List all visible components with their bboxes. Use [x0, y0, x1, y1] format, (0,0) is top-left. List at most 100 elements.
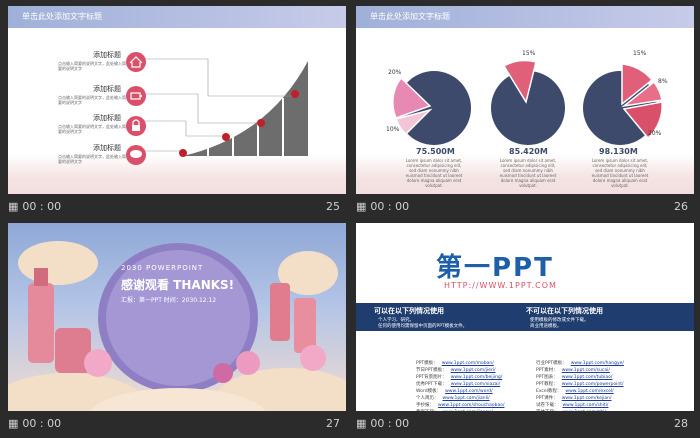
timer: ▦ 00 : 00: [356, 199, 410, 213]
cloud-shape: [90, 388, 266, 411]
link-label: PPT课件：: [536, 396, 558, 401]
pie-label: 15%: [633, 50, 647, 57]
pie-label: 15%: [522, 50, 536, 57]
link-row[interactable]: 行业PPT模板： www.1ppt.com/hangye/: [536, 349, 624, 368]
pie-charts: [392, 59, 663, 145]
slide-footer-decor: [8, 154, 346, 194]
slide-number: 26: [674, 199, 688, 213]
link-label: Word模板：: [416, 389, 442, 394]
link-row[interactable]: Excel教程： www.1ppt.com/excel/: [536, 377, 614, 396]
flower-shape: [213, 363, 233, 383]
link-label: 手抄报：: [416, 403, 434, 408]
link-row[interactable]: PPT教程： www.1ppt.com/powerpoint/: [536, 370, 624, 389]
pie-slice: [622, 101, 663, 140]
link-url[interactable]: www.1ppt.com/moban/: [441, 361, 494, 366]
link-url[interactable]: www.1ppt.com/sucai/: [561, 368, 610, 373]
slide-title: 单击此处添加文字标题: [370, 12, 450, 21]
lock-icon: [126, 116, 146, 136]
link-url[interactable]: www.1ppt.com/ziti/: [563, 410, 606, 411]
slide-number: 27: [326, 416, 340, 430]
link-row[interactable]: 手抄报： www.1ppt.com/shouchaobao/: [416, 391, 504, 410]
logo-url[interactable]: HTTP://WWW.1PPT.COM: [444, 281, 557, 290]
slide-28-bar: ▦ 00 : 00 28: [356, 415, 694, 431]
bottle-shape: [28, 283, 54, 363]
cannot-use-item: 商业用途模板。: [530, 324, 562, 329]
pie-slice: [395, 108, 433, 136]
slide-27[interactable]: 2030 POWERPOINT 感谢观看 THANKS! 汇报：第一PPT 时间…: [8, 223, 346, 411]
link-row[interactable]: PPT课件： www.1ppt.com/kejian/: [536, 384, 611, 403]
link-url[interactable]: www.1ppt.com/hangye/: [570, 361, 624, 366]
pie-slice: [392, 76, 432, 119]
slide-title: 单击此处添加文字标题: [22, 12, 102, 21]
slide-25[interactable]: 单击此处添加文字标题 添加标题 点击输入简要的说明文字，此处输入简要的说明文字 …: [8, 6, 346, 194]
home-icon: [126, 52, 146, 72]
item-title: 添加标题: [93, 114, 121, 122]
item-title: 添加标题: [93, 85, 121, 93]
link-row[interactable]: 节日PPT模板： www.1ppt.com/jieri/: [416, 356, 496, 375]
slide-number: 28: [674, 416, 688, 430]
bottle-shape: [294, 298, 316, 353]
link-url[interactable]: www.1ppt.com/kejian/: [561, 396, 612, 401]
link-label: PPT教程：: [536, 382, 558, 387]
pie-label: 8%: [658, 78, 668, 85]
usage-banner: 可以在以下列情况使用 个人学习、研究。 任何的使用均需保留中页面的PPT模板文件…: [356, 303, 694, 331]
link-row[interactable]: 教案下载： www.1ppt.com/jiaoan/: [416, 398, 493, 411]
link-url[interactable]: www.1ppt.com/tubiao/: [561, 375, 613, 380]
flower-shape: [236, 351, 260, 375]
link-url[interactable]: www.1ppt.com/excel/: [565, 389, 614, 394]
step-chart: [126, 52, 308, 165]
pie-label: 20%: [648, 130, 662, 137]
flower-shape: [300, 345, 326, 371]
slide-28[interactable]: 第一PPT HTTP://WWW.1PPT.COM 可以在以下列情况使用 个人学…: [356, 223, 694, 411]
link-row[interactable]: PPT素材： www.1ppt.com/sucai/: [536, 356, 610, 375]
step-marker: [257, 119, 265, 127]
link-url[interactable]: www.1ppt.com/beijing/: [450, 375, 503, 380]
pie-slice: [491, 71, 565, 145]
slide-footer-decor: [356, 154, 694, 194]
link-label: Excel教程：: [536, 389, 562, 394]
item-text: 点击输入简要的说明文字，此处输入简要的说明文字: [58, 95, 126, 105]
link-row[interactable]: 优秀PPT下载： www.1ppt.com/xiazai/: [416, 370, 500, 389]
link-row[interactable]: Word模板： www.1ppt.com/word/: [416, 377, 493, 396]
link-row[interactable]: 试卷下载： www.1ppt.com/shiti/: [536, 391, 608, 410]
link-url[interactable]: www.1ppt.com/jiaoan/: [443, 410, 493, 411]
item-text: 点击输入简要的说明文字，此处输入简要的说明文字: [58, 124, 126, 134]
slide-26[interactable]: 单击此处添加文字标题 20% 10% 75.500M Lorem ipsum d…: [356, 6, 694, 194]
link-row[interactable]: 字体下载： www.1ppt.com/ziti/: [536, 398, 606, 411]
link-url[interactable]: www.1ppt.com/word/: [445, 389, 493, 394]
link-row[interactable]: PPT模板： www.1ppt.com/moban/: [416, 349, 494, 368]
subtitle: 2030 POWERPOINT: [121, 264, 204, 272]
cloud-shape: [18, 241, 98, 285]
link-label: PPT素材：: [536, 368, 558, 373]
link-url[interactable]: www.1ppt.com/shiti/: [562, 403, 609, 408]
link-row[interactable]: PPT图表： www.1ppt.com/tubiao/: [536, 363, 612, 382]
flower-shape: [84, 349, 112, 377]
slide-27-bar: ▦ 00 : 00 27: [8, 415, 346, 431]
step-marker: [222, 133, 230, 141]
cannot-use-title: 不可以在以下列情况使用: [526, 307, 603, 315]
link-url[interactable]: www.1ppt.com/xiazai/: [450, 382, 501, 387]
pie-slice: [621, 80, 663, 108]
film-icon: ▦: [8, 199, 19, 213]
link-url[interactable]: www.1ppt.com/powerpoint/: [561, 382, 624, 387]
link-label: PPT模板：: [416, 361, 438, 366]
link-url[interactable]: www.1ppt.com/jianli/: [442, 396, 490, 401]
link-label: 优秀PPT下载：: [416, 382, 447, 387]
presenter-meta: 汇报：第一PPT 时间：2030.12.12: [121, 297, 217, 304]
bottle-shape: [270, 283, 290, 341]
pie-slice: [621, 63, 654, 106]
slide-header: 单击此处添加文字标题: [8, 6, 346, 28]
link-label: 试卷下载：: [536, 403, 559, 408]
can-use-item: 个人学习、研究。: [378, 318, 414, 323]
timer: ▦ 00 : 00: [8, 416, 62, 430]
pie-desc: Lorem ipsum dolor sit amet, consectetur …: [405, 158, 463, 188]
slide-26-bar: ▦ 00 : 00 26: [356, 198, 694, 214]
link-url[interactable]: www.1ppt.com/jieri/: [450, 368, 496, 373]
link-row[interactable]: 个人简历： www.1ppt.com/jianli/: [416, 384, 490, 403]
timer: ▦ 00 : 00: [356, 416, 410, 430]
link-url[interactable]: www.1ppt.com/shouchaobao/: [438, 403, 505, 408]
pie-desc: Lorem ipsum dolor sit amet, consectetur …: [499, 158, 557, 188]
film-icon: ▦: [8, 416, 19, 430]
film-icon: ▦: [356, 416, 367, 430]
link-row[interactable]: PPT背景图片： www.1ppt.com/beijing/: [416, 363, 502, 382]
